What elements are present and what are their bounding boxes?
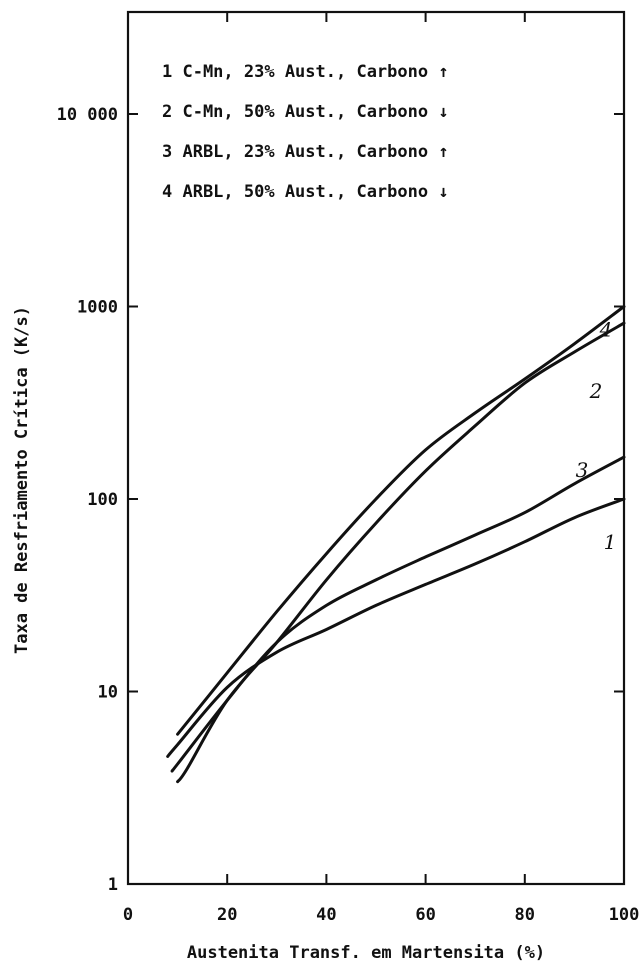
x-tick-label: 0 [123,905,133,925]
x-tick-labels: 0 20 40 60 80 100 [123,905,639,925]
x-tick-label: 20 [217,905,237,925]
y-axis-label: Taxa de Resfriamento Crítica (K/s) [12,306,32,654]
legend-entry: 4 ARBL, 50% Aust., Carbono ↓ [162,182,449,202]
x-tick-label: 100 [609,905,640,925]
series-line-2 [176,321,626,784]
series-line-1 [166,497,626,758]
legend-entry: 3 ARBL, 23% Aust., Carbono ↑ [162,142,449,162]
series-label-1: 1 [604,530,617,554]
axis-ticks [127,12,625,885]
x-tick-label: 80 [515,905,535,925]
series-lines [166,305,626,784]
y-tick-label: 100 [87,490,118,510]
plot-frame [126,10,626,886]
series-label-4: 4 [599,318,613,342]
y-tick-label: 1 [108,875,118,895]
series-line-3 [170,455,626,773]
y-tick-label: 10 [98,683,118,703]
series-labels: 1 2 3 4 [576,318,617,555]
x-tick-label: 40 [316,905,336,925]
y-tick-labels: 1 10 100 1000 10 000 [57,105,118,895]
series-line-4 [176,305,626,736]
series-label-2: 2 [589,379,603,403]
series-label-3: 3 [576,458,589,482]
legend-entry: 2 C-Mn, 50% Aust., Carbono ↓ [162,102,449,122]
y-tick-label: 10 000 [57,105,118,125]
x-tick-label: 60 [415,905,435,925]
y-tick-label: 1000 [77,298,118,318]
legend-entry: 1 C-Mn, 23% Aust., Carbono ↑ [162,62,449,82]
legend: 1 C-Mn, 23% Aust., Carbono ↑ 2 C-Mn, 50% … [162,62,449,202]
x-axis-label: Austenita Transf. em Martensita (%) [187,943,545,963]
